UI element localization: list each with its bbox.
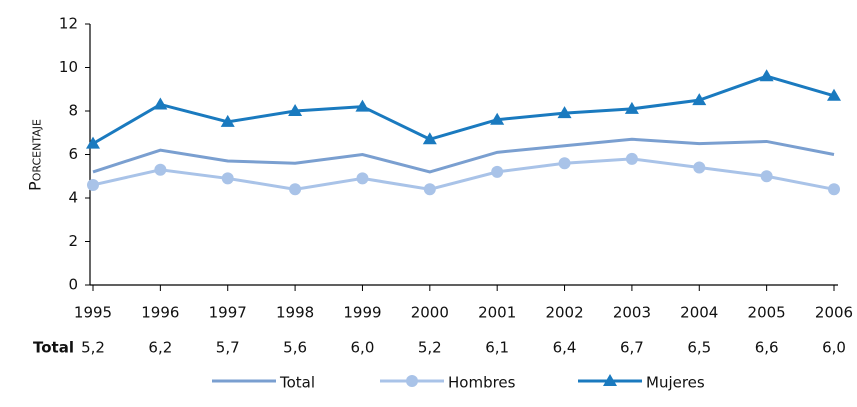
y-tick-label: 0 (68, 276, 78, 294)
x-tick-label: 1997 (209, 304, 247, 322)
marker (154, 163, 167, 176)
x-tick-label: 2001 (478, 304, 516, 322)
y-tick-label: 2 (68, 232, 78, 250)
row-value: 6,5 (687, 339, 711, 357)
marker (289, 183, 302, 196)
marker (221, 172, 234, 185)
marker (759, 69, 774, 82)
marker (288, 104, 303, 116)
y-tick-label: 8 (68, 102, 78, 120)
row-value: 5,2 (81, 339, 105, 357)
x-tick-label: 2002 (545, 304, 583, 322)
marker (490, 112, 505, 125)
series-line (92, 74, 835, 145)
legend-label: Hombres (448, 374, 516, 392)
legend-label: Mujeres (646, 374, 705, 392)
marker (220, 114, 235, 127)
x-tick-label: 1996 (141, 304, 179, 322)
y-tick-label: 12 (59, 15, 78, 33)
marker (760, 170, 773, 183)
x-tick-label: 2000 (411, 304, 449, 322)
y-tick-label: 6 (68, 145, 78, 163)
legend-label: Total (279, 374, 315, 392)
y-tick-label: 4 (68, 189, 78, 207)
marker (153, 97, 168, 110)
row-value: 5,6 (283, 339, 307, 357)
x-tick-label: 2003 (613, 304, 651, 322)
marker (828, 183, 840, 196)
row-value: 6,6 (755, 339, 779, 357)
marker (558, 157, 571, 170)
marker (87, 178, 99, 191)
x-tick-label: 2006 (815, 304, 853, 322)
marker (86, 136, 100, 149)
y-tick-label: 10 (59, 58, 78, 76)
row-value: 6,2 (148, 339, 172, 357)
row-value: 6,4 (553, 339, 577, 357)
series-line (92, 137, 835, 174)
marker (422, 132, 437, 145)
marker (356, 172, 369, 185)
marker (423, 183, 436, 196)
y-axis-label: Porcentaje (26, 119, 45, 191)
marker (625, 152, 638, 165)
x-tick-label: 2005 (748, 304, 786, 322)
row-label: Total (33, 339, 74, 357)
marker (624, 101, 639, 114)
marker (557, 106, 572, 119)
x-tick-label: 1998 (276, 304, 314, 322)
series-line (92, 157, 835, 191)
marker (406, 375, 418, 387)
row-value: 6,7 (620, 339, 644, 357)
row-value: 6,0 (351, 339, 375, 357)
row-value: 5,2 (418, 339, 442, 357)
marker (693, 161, 706, 174)
row-value: 6,0 (822, 339, 846, 357)
marker (603, 374, 617, 386)
x-tick-label: 2004 (680, 304, 718, 322)
row-value: 6,1 (485, 339, 509, 357)
marker (355, 99, 370, 112)
marker (491, 165, 504, 178)
marker (692, 93, 707, 106)
x-tick-label: 1999 (343, 304, 381, 322)
marker (827, 88, 841, 101)
row-value: 5,7 (216, 339, 240, 357)
x-tick-label: 1995 (74, 304, 112, 322)
